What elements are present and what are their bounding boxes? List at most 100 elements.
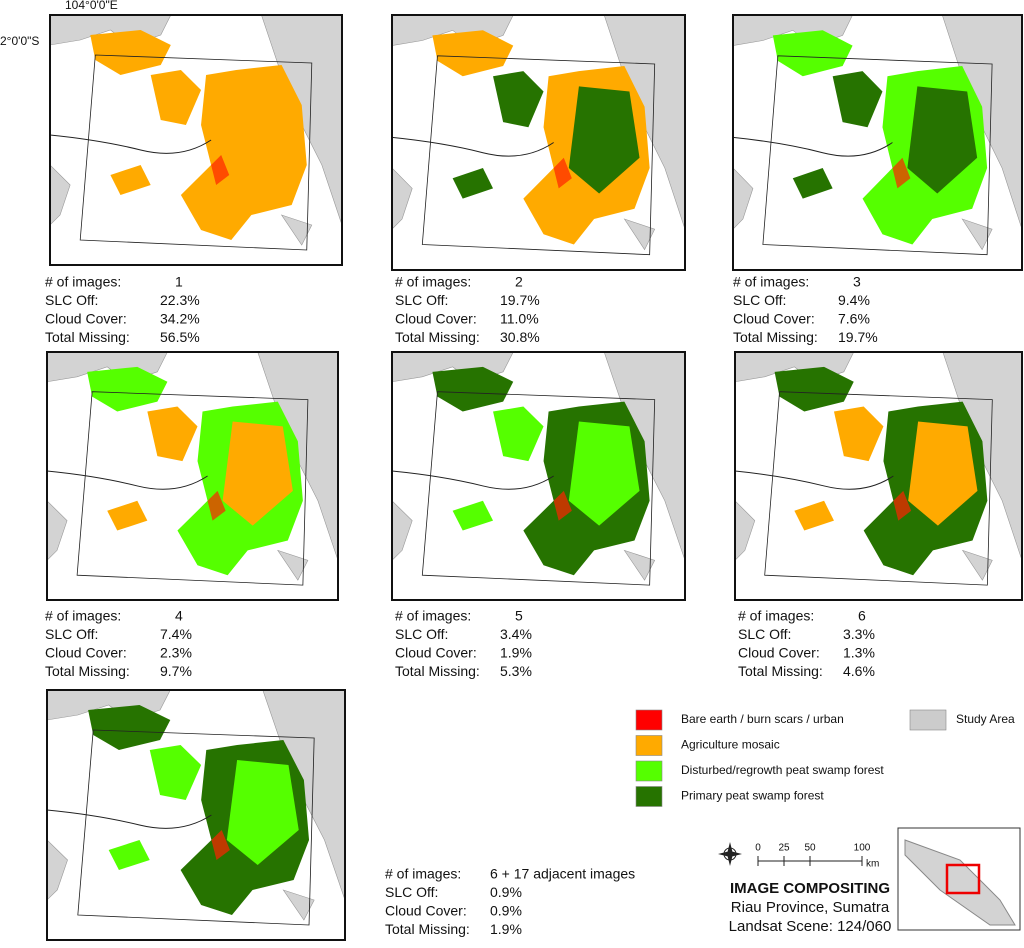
map-frame [734,351,1023,601]
inset-map [897,827,1021,931]
stat-value: 4 [175,608,183,624]
stat-label: SLC Off: [733,292,786,308]
stat-value: 7.6% [838,311,870,327]
stat-value: 11.0% [500,311,539,327]
stat-label: Cloud Cover: [45,311,127,327]
stat-value: 19.7% [500,292,540,308]
legend-swatch [635,709,663,731]
stat-label: SLC Off: [395,626,448,642]
map-frame [732,14,1023,271]
legend-swatch [909,709,947,731]
stat-value: 1.9% [490,921,522,937]
stat-value: 0.9% [490,884,522,900]
stat-label: Total Missing: [395,663,480,679]
stat-label: # of images: [45,608,121,624]
legend-label: Disturbed/regrowth peat swamp forest [681,763,884,777]
map-image [47,690,345,940]
stat-label: Cloud Cover: [733,311,815,327]
legend: Bare earth / burn scars / urban Agricultu… [635,709,1015,807]
stat-label: Cloud Cover: [45,645,127,661]
stat-value: 6 + 17 adjacent images [490,866,635,882]
stat-value: 2.3% [160,645,192,661]
map-panel: # of images: 6 SLC Off: 3.3% Cloud Cover: 1.3… [734,351,1023,679]
stat-label: # of images: [45,274,121,290]
map-panel: # of images: 6 + 17 adjacent images SLC Of… [46,689,635,941]
title: IMAGE COMPOSITING [730,880,890,897]
stat-label: # of images: [395,274,471,290]
scale-tick-label: 100 [854,843,871,854]
map-frame [46,351,339,601]
stat-label: Cloud Cover: [385,903,467,919]
stat-label: SLC Off: [45,292,98,308]
stat-value: 1.3% [843,645,875,661]
longitude-label: 104°0'0"E [65,0,118,12]
map-image [50,15,342,265]
legend-label: Agriculture mosaic [681,738,780,752]
map-frame [49,14,343,266]
scene-label: Landsat Scene: 124/060 [729,918,892,935]
map-panel: # of images: 5 SLC Off: 3.4% Cloud Cover: 1.9… [391,351,686,679]
stat-value: 5.3% [500,663,532,679]
stat-label: Total Missing: [385,921,470,937]
map-image [392,352,685,600]
legend-swatch [635,786,663,807]
scale-tick-label: 50 [804,843,816,854]
stat-value: 3 [853,274,861,290]
legend-swatch [635,760,663,782]
map-panel: # of images: 4 SLC Off: 7.4% Cloud Cover: 2.3… [45,351,339,679]
stat-label: Total Missing: [45,663,130,679]
map-image [733,15,1022,270]
scale-tick-label: 0 [755,843,761,854]
stat-label: Cloud Cover: [395,311,477,327]
stat-label: Cloud Cover: [738,645,820,661]
stat-value: 9.7% [160,663,192,679]
legend-label: Bare earth / burn scars / urban [681,712,844,726]
map-image [47,352,338,600]
legend-label: Primary peat swamp forest [681,789,824,803]
map-frame [46,689,346,941]
scale-tick-label: 25 [778,843,790,854]
stat-label: # of images: [733,274,809,290]
stat-label: Total Missing: [733,329,818,345]
map-panel: # of images: 1 SLC Off: 22.3% Cloud Cover: 34… [45,14,343,345]
stat-label: # of images: [395,608,471,624]
stat-label: Cloud Cover: [395,645,477,661]
stat-value: 3.4% [500,626,532,642]
north-arrow [718,842,742,866]
stat-value: 3.3% [843,626,875,642]
stat-value: 1.9% [500,645,532,661]
stat-label: Total Missing: [738,663,823,679]
stat-label: # of images: [738,608,814,624]
stat-value: 22.3% [160,292,200,308]
stat-value: 56.5% [160,329,200,345]
map-panel: # of images: 2 SLC Off: 19.7% Cloud Cover: 11… [391,14,686,345]
stat-value: 2 [515,274,523,290]
scale-area: 0 25 50 100 km IMAGE COMPOSITING Riau Provin… [718,827,1021,935]
stat-label: # of images: [385,866,461,882]
stat-label: SLC Off: [738,626,791,642]
stat-value: 5 [515,608,523,624]
stat-label: SLC Off: [395,292,448,308]
stat-value: 9.4% [838,292,870,308]
stat-value: 0.9% [490,903,522,919]
stat-value: 34.2% [160,311,200,327]
stat-label: Total Missing: [395,329,480,345]
map-frame [391,14,686,271]
subtitle: Riau Province, Sumatra [731,899,890,916]
map-panel: # of images: 3 SLC Off: 9.4% Cloud Cover: 7.6… [732,14,1023,345]
scale-unit: km [866,859,879,870]
stat-label: SLC Off: [45,626,98,642]
map-image [735,352,1022,600]
stat-value: 19.7% [838,329,878,345]
stat-value: 4.6% [843,663,875,679]
stat-label: Total Missing: [45,329,130,345]
legend-label: Study Area [956,712,1015,726]
stat-value: 30.8% [500,329,540,345]
stat-value: 7.4% [160,626,192,642]
latitude-label: 2°0'0"S [0,34,39,48]
map-frame [391,351,686,601]
map-image [392,15,685,270]
stat-value: 6 [858,608,866,624]
